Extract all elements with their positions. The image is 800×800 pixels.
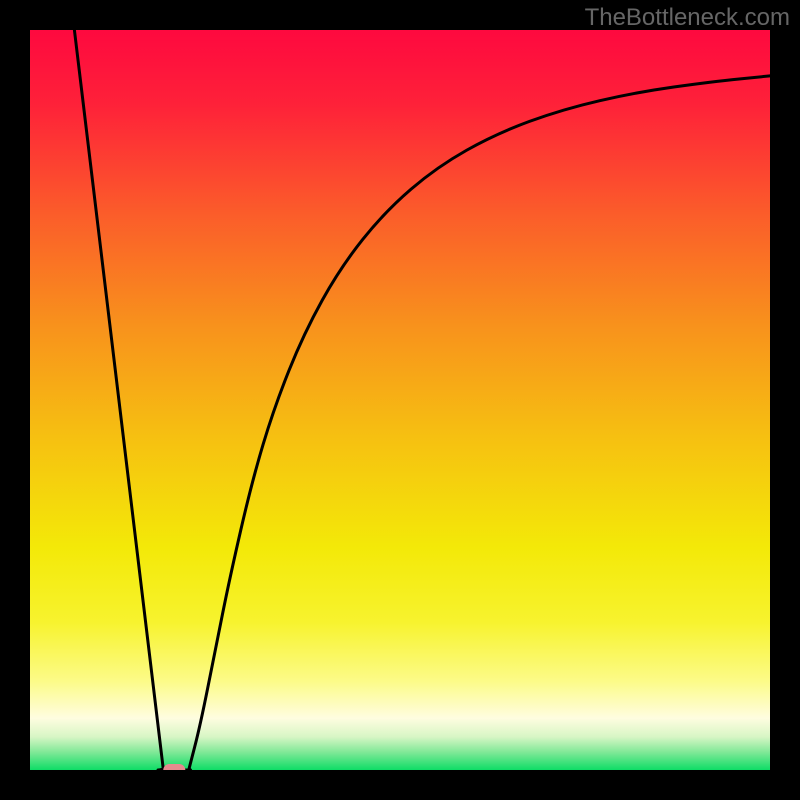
chart-frame: TheBottleneck.com [0, 0, 800, 800]
plot-border-bottom [0, 770, 800, 800]
watermark-text: TheBottleneck.com [585, 4, 790, 32]
chart-svg [0, 0, 800, 800]
plot-border-left [0, 0, 30, 800]
plot-border-right [770, 0, 800, 800]
plot-background [30, 30, 770, 770]
